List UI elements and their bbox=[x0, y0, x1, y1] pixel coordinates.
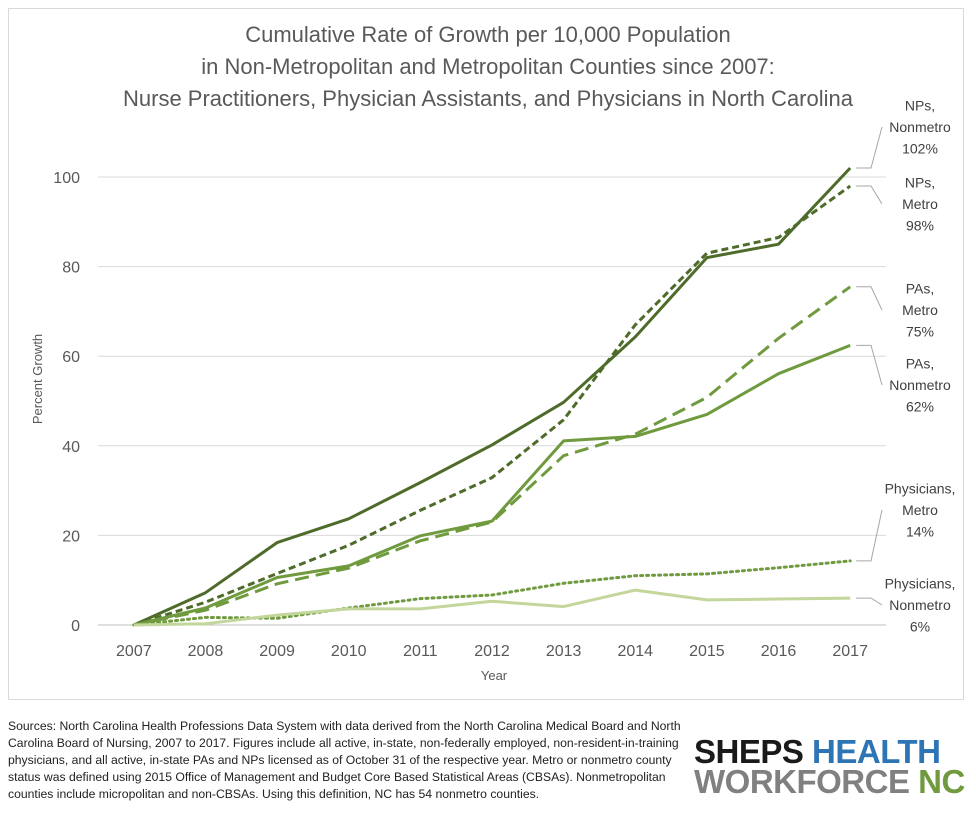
series-annotation-label: NPs, bbox=[905, 175, 935, 191]
x-axis-title: Year bbox=[481, 668, 508, 683]
y-tick-label: 100 bbox=[53, 170, 80, 187]
y-tick-label: 80 bbox=[62, 260, 80, 277]
logo-word-health: HEALTH bbox=[812, 733, 941, 770]
annotation-leader-line bbox=[856, 185, 883, 205]
series-annotation-label: Nonmetro bbox=[889, 377, 951, 393]
series-annotation-label: Metro bbox=[902, 196, 938, 212]
series-line bbox=[133, 184, 852, 627]
chart-title-line: Nurse Practitioners, Physician Assistant… bbox=[123, 86, 854, 111]
x-tick-label: 2015 bbox=[689, 643, 725, 660]
chart-title-line: in Non-Metropolitan and Metropolitan Cou… bbox=[201, 54, 775, 79]
series-line bbox=[133, 166, 852, 627]
series-annotation-label: 62% bbox=[906, 399, 934, 415]
chart-area bbox=[8, 8, 964, 700]
series-annotation-label: 75% bbox=[906, 324, 934, 340]
series-annotation-label: PAs, bbox=[906, 281, 935, 297]
annotation-leader-line bbox=[856, 597, 883, 606]
y-tick-label: 60 bbox=[62, 349, 80, 366]
sources-note: Sources: North Carolina Health Professio… bbox=[8, 719, 681, 801]
annotation-leader-line bbox=[856, 509, 883, 562]
y-tick-label: 40 bbox=[62, 439, 80, 456]
annotation-leader-line bbox=[856, 286, 883, 311]
x-tick-label: 2016 bbox=[761, 643, 797, 660]
series-annotation-label: 6% bbox=[910, 619, 930, 635]
series-annotation-label: Metro bbox=[902, 502, 938, 518]
annotation-leader-line bbox=[856, 126, 883, 169]
series-line bbox=[133, 588, 851, 627]
x-tick-label: 2010 bbox=[331, 643, 367, 660]
series-annotation-label: Nonmetro bbox=[889, 119, 951, 135]
x-tick-label: 2013 bbox=[546, 643, 582, 660]
logo-word-sheps: SHEPS bbox=[694, 733, 804, 770]
series-annotation-label: Physicians, bbox=[885, 481, 956, 497]
logo-word-nc: NC bbox=[918, 763, 965, 800]
y-tick-label: 0 bbox=[71, 618, 80, 635]
series-annotation-label: Metro bbox=[902, 302, 938, 318]
line-chart: Cumulative Rate of Growth per 10,000 Pop… bbox=[30, 22, 956, 683]
series-annotation-label: Nonmetro bbox=[889, 597, 951, 613]
series-annotation-label: 102% bbox=[902, 141, 938, 157]
x-tick-label: 2011 bbox=[403, 643, 438, 660]
series-line bbox=[133, 285, 852, 627]
x-tick-label: 2017 bbox=[832, 643, 868, 660]
series-annotation-label: Physicians, bbox=[885, 576, 956, 592]
series-annotation-label: 98% bbox=[906, 218, 934, 234]
x-tick-label: 2008 bbox=[188, 643, 224, 660]
x-tick-label: 2012 bbox=[474, 643, 510, 660]
x-tick-label: 2014 bbox=[617, 643, 653, 660]
y-axis-title: Percent Growth bbox=[30, 334, 45, 424]
series-annotation-label: NPs, bbox=[905, 98, 935, 114]
y-tick-label: 20 bbox=[62, 528, 80, 545]
x-tick-label: 2009 bbox=[259, 643, 295, 660]
logo-word-workforce: WORKFORCE bbox=[694, 763, 910, 800]
series-line bbox=[133, 344, 851, 627]
x-tick-label: 2007 bbox=[116, 643, 152, 660]
annotation-leader-line bbox=[856, 344, 883, 386]
series-annotation-label: PAs, bbox=[906, 356, 935, 372]
series-annotation-label: 14% bbox=[906, 524, 934, 540]
sheps-health-workforce-nc-logo: SHEPS HEALTH WORKFORCE NC bbox=[694, 735, 966, 800]
chart-title-line: Cumulative Rate of Growth per 10,000 Pop… bbox=[245, 22, 731, 47]
